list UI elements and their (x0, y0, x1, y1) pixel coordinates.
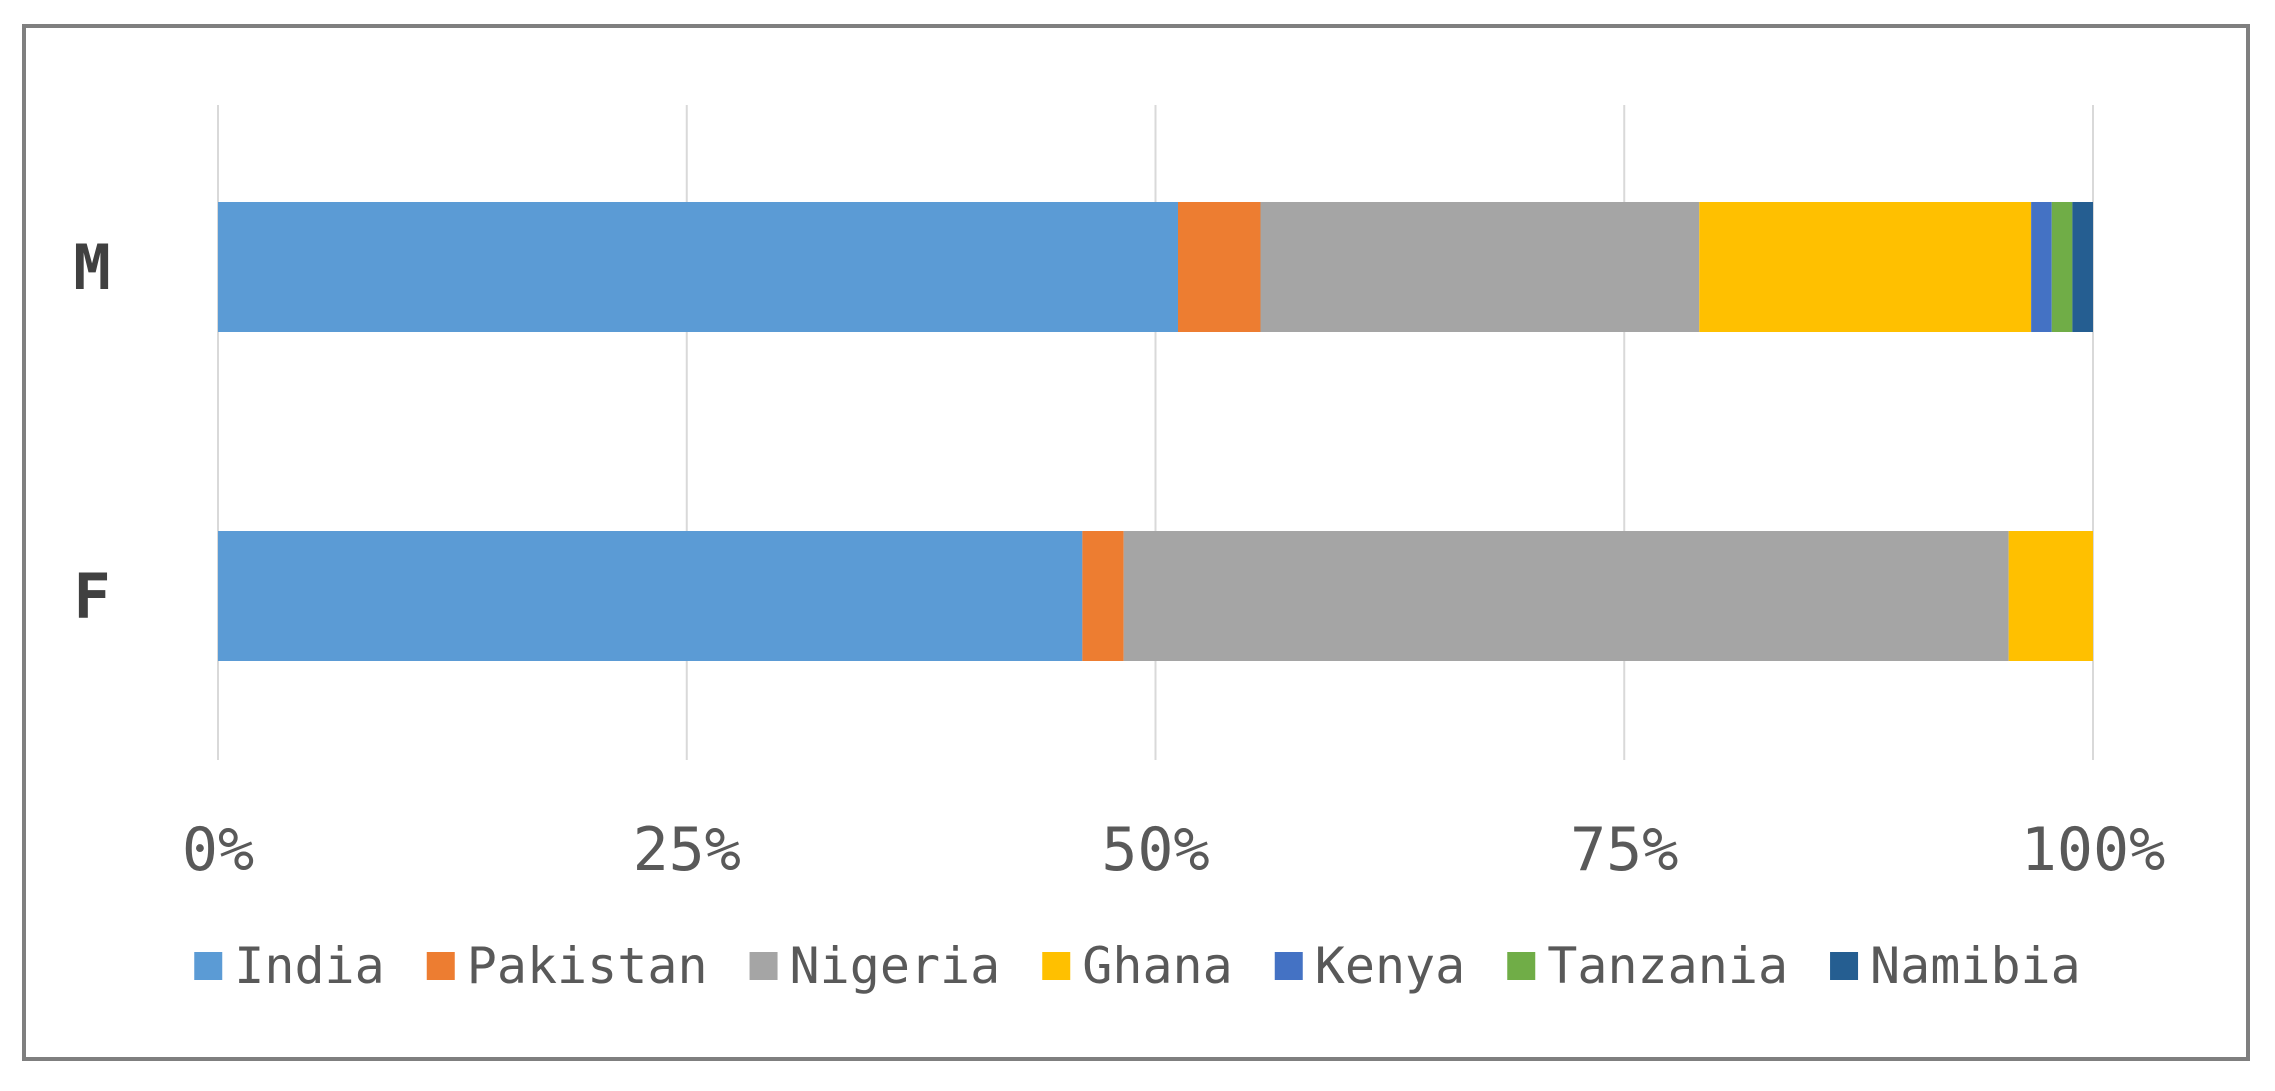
legend-label: India (234, 937, 385, 995)
bar-segment (218, 531, 1083, 661)
bar-segment (1178, 202, 1261, 332)
bar-segment (1260, 202, 1700, 332)
legend-label: Namibia (1870, 937, 2081, 995)
bar-segment (1123, 531, 2009, 661)
legend-item: Namibia (1830, 937, 2081, 995)
category-label: M (73, 231, 110, 304)
bar-segment (2072, 202, 2093, 332)
legend-label: Kenya (1315, 937, 1466, 995)
legend-label: Nigeria (790, 937, 1001, 995)
bar-segment (2051, 202, 2073, 332)
bars (218, 202, 2093, 661)
legend-marker (1274, 952, 1303, 980)
x-tick-label: 25% (633, 815, 741, 885)
legend-marker (1830, 952, 1859, 980)
legend-item: Pakistan (426, 937, 708, 995)
x-tick-label: 100% (2021, 815, 2166, 885)
legend-label: Ghana (1082, 937, 1233, 995)
category-label: F (73, 560, 110, 633)
x-tick-label: 50% (1101, 815, 1209, 885)
x-tick-label: 75% (1570, 815, 1678, 885)
legend: India Pakistan Nigeria Ghana Kenya Tanzania Na… (194, 937, 2081, 995)
legend-marker (749, 952, 778, 980)
legend-item: Nigeria (749, 937, 1001, 995)
legend-marker (1042, 952, 1071, 980)
legend-marker (194, 952, 223, 980)
bar-segment (1082, 531, 1124, 661)
legend-item: Ghana (1042, 937, 1233, 995)
legend-item: Kenya (1274, 937, 1466, 995)
legend-item: Tanzania (1507, 937, 1788, 995)
legend-label: Tanzania (1547, 937, 1788, 995)
legend-label: Pakistan (467, 937, 708, 995)
bar-segment (1699, 202, 2032, 332)
legend-marker (426, 952, 455, 980)
category-labels: MF (73, 231, 110, 633)
legend-item: India (194, 937, 385, 995)
bar-segment (218, 202, 1178, 332)
bar-segment (2031, 202, 2052, 332)
x-tick-label: 0% (182, 815, 254, 885)
x-tick-labels: 0% 25% 50% 75% 100% (182, 815, 2165, 885)
bar-segment (2008, 531, 2093, 661)
legend-marker (1507, 952, 1536, 980)
